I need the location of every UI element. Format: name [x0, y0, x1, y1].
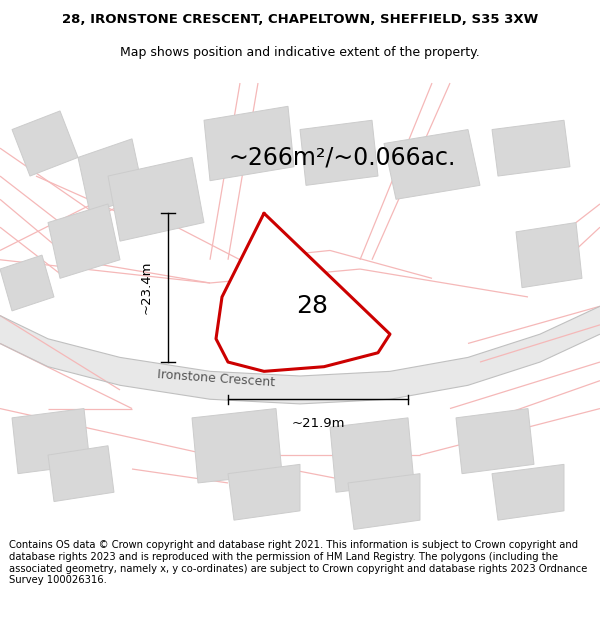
Polygon shape — [0, 255, 54, 311]
Polygon shape — [108, 158, 204, 241]
Polygon shape — [492, 464, 564, 520]
Polygon shape — [12, 409, 90, 474]
Polygon shape — [48, 446, 114, 501]
Polygon shape — [192, 409, 282, 483]
Polygon shape — [228, 464, 300, 520]
Text: ~21.9m: ~21.9m — [291, 417, 345, 430]
Polygon shape — [12, 111, 78, 176]
Polygon shape — [384, 129, 480, 199]
Polygon shape — [330, 418, 414, 492]
Polygon shape — [204, 106, 294, 181]
Polygon shape — [492, 120, 570, 176]
Polygon shape — [300, 120, 378, 186]
Text: 28, IRONSTONE CRESCENT, CHAPELTOWN, SHEFFIELD, S35 3XW: 28, IRONSTONE CRESCENT, CHAPELTOWN, SHEF… — [62, 13, 538, 26]
Text: Contains OS data © Crown copyright and database right 2021. This information is : Contains OS data © Crown copyright and d… — [9, 541, 587, 585]
Polygon shape — [516, 222, 582, 288]
Polygon shape — [0, 306, 600, 404]
Text: Ironstone Crescent: Ironstone Crescent — [157, 368, 275, 389]
Text: ~23.4m: ~23.4m — [140, 261, 153, 314]
Polygon shape — [456, 409, 534, 474]
Polygon shape — [48, 204, 120, 278]
Text: Map shows position and indicative extent of the property.: Map shows position and indicative extent… — [120, 46, 480, 59]
Text: ~266m²/~0.066ac.: ~266m²/~0.066ac. — [229, 146, 455, 169]
Polygon shape — [78, 139, 144, 213]
Text: 28: 28 — [296, 294, 328, 318]
Polygon shape — [216, 213, 390, 371]
Polygon shape — [348, 474, 420, 529]
